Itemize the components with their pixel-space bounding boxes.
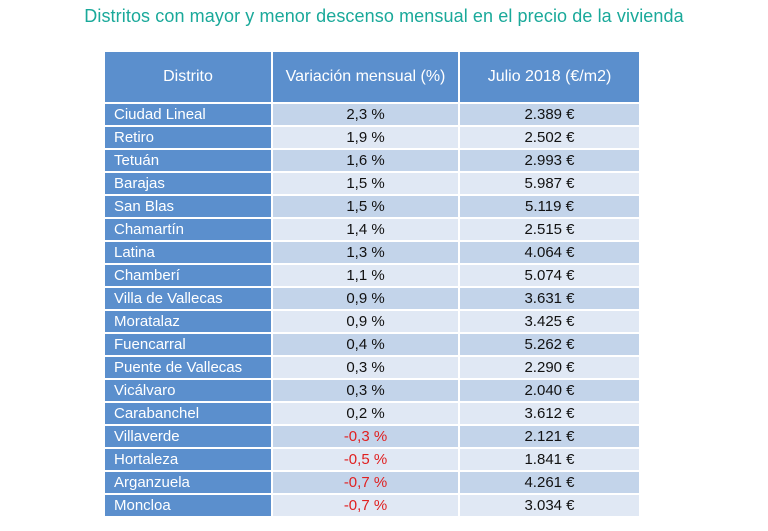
district-price-table: Distrito Variación mensual (%) Julio 201…	[105, 52, 639, 518]
table-row: San Blas 1,5 % 5.119 €	[105, 195, 639, 219]
district-cell: Moratalaz	[105, 310, 273, 334]
price-cell: 4.261 €	[459, 471, 639, 495]
price-cell: 2.040 €	[459, 379, 639, 403]
table-row: Arganzuela -0,7 % 4.261 €	[105, 471, 639, 495]
district-cell: Carabanchel	[105, 402, 273, 426]
table-row: Tetuán 1,6 % 2.993 €	[105, 149, 639, 173]
variation-cell: 1,4 %	[272, 218, 460, 242]
variation-cell: 1,9 %	[272, 126, 460, 150]
price-cell: 3.631 €	[459, 287, 639, 311]
price-cell: 5.119 €	[459, 195, 639, 219]
variation-cell: -0,7 %	[272, 494, 460, 518]
price-cell: 2.290 €	[459, 356, 639, 380]
district-cell: Barajas	[105, 172, 273, 196]
page-title: Distritos con mayor y menor descenso men…	[84, 6, 684, 26]
table-row: Moncloa -0,7 % 3.034 €	[105, 494, 639, 518]
table-row: Chamartín 1,4 % 2.515 €	[105, 218, 639, 242]
variation-cell: -0,7 %	[272, 471, 460, 495]
price-cell: 3.612 €	[459, 402, 639, 426]
variation-cell: 1,5 %	[272, 172, 460, 196]
price-cell: 5.987 €	[459, 172, 639, 196]
district-cell: Arganzuela	[105, 471, 273, 495]
variation-cell: 1,5 %	[272, 195, 460, 219]
table-body: Ciudad Lineal 2,3 % 2.389 € Retiro 1,9 % 2.50…	[105, 103, 639, 518]
price-cell: 3.425 €	[459, 310, 639, 334]
district-cell: Ciudad Lineal	[105, 103, 273, 127]
district-cell: Hortaleza	[105, 448, 273, 472]
district-cell: Moncloa	[105, 494, 273, 518]
table-row: Chamberí 1,1 % 5.074 €	[105, 264, 639, 288]
table-row: Vicálvaro 0,3 % 2.040 €	[105, 379, 639, 403]
variation-cell: 2,3 %	[272, 103, 460, 127]
variation-cell: 0,2 %	[272, 402, 460, 426]
table-header-row: Distrito Variación mensual (%) Julio 201…	[105, 52, 639, 104]
district-cell: Retiro	[105, 126, 273, 150]
variation-cell: 0,4 %	[272, 333, 460, 357]
district-cell: Fuencarral	[105, 333, 273, 357]
district-cell: San Blas	[105, 195, 273, 219]
variation-cell: 1,1 %	[272, 264, 460, 288]
table-row: Retiro 1,9 % 2.502 €	[105, 126, 639, 150]
table-row: Ciudad Lineal 2,3 % 2.389 €	[105, 103, 639, 127]
price-cell: 2.121 €	[459, 425, 639, 449]
table-row: Barajas 1,5 % 5.987 €	[105, 172, 639, 196]
table-row: Fuencarral 0,4 % 5.262 €	[105, 333, 639, 357]
price-cell: 1.841 €	[459, 448, 639, 472]
district-cell: Vicálvaro	[105, 379, 273, 403]
variation-cell: 1,3 %	[272, 241, 460, 265]
table-row: Moratalaz 0,9 % 3.425 €	[105, 310, 639, 334]
district-cell: Chamberí	[105, 264, 273, 288]
header-district: Distrito	[105, 52, 273, 104]
district-cell: Tetuán	[105, 149, 273, 173]
price-cell: 5.074 €	[459, 264, 639, 288]
table-row: Hortaleza -0,5 % 1.841 €	[105, 448, 639, 472]
price-cell: 4.064 €	[459, 241, 639, 265]
variation-cell: 0,9 %	[272, 287, 460, 311]
table-row: Villa de Vallecas 0,9 % 3.631 €	[105, 287, 639, 311]
variation-cell: 0,3 %	[272, 379, 460, 403]
variation-cell: -0,3 %	[272, 425, 460, 449]
variation-cell: 0,3 %	[272, 356, 460, 380]
header-variation: Variación mensual (%)	[272, 52, 460, 104]
price-cell: 2.515 €	[459, 218, 639, 242]
district-cell: Latina	[105, 241, 273, 265]
table-row: Puente de Vallecas 0,3 % 2.290 €	[105, 356, 639, 380]
district-cell: Puente de Vallecas	[105, 356, 273, 380]
variation-cell: -0,5 %	[272, 448, 460, 472]
variation-cell: 0,9 %	[272, 310, 460, 334]
table-row: Latina 1,3 % 4.064 €	[105, 241, 639, 265]
header-price: Julio 2018 (€/m2)	[459, 52, 639, 104]
price-cell: 2.502 €	[459, 126, 639, 150]
table-row: Villaverde -0,3 % 2.121 €	[105, 425, 639, 449]
table-row: Carabanchel 0,2 % 3.612 €	[105, 402, 639, 426]
district-cell: Villa de Vallecas	[105, 287, 273, 311]
district-cell: Villaverde	[105, 425, 273, 449]
district-cell: Chamartín	[105, 218, 273, 242]
price-cell: 2.993 €	[459, 149, 639, 173]
variation-cell: 1,6 %	[272, 149, 460, 173]
price-cell: 2.389 €	[459, 103, 639, 127]
price-cell: 5.262 €	[459, 333, 639, 357]
price-cell: 3.034 €	[459, 494, 639, 518]
